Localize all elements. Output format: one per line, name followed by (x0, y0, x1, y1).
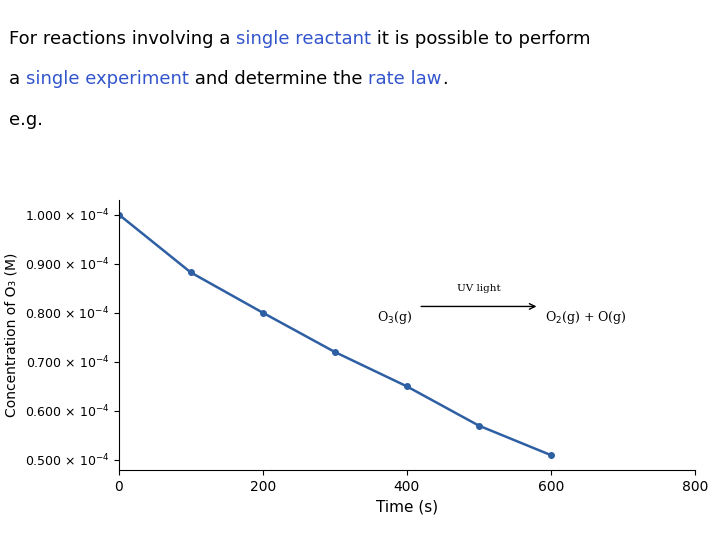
Text: rate law: rate law (369, 70, 442, 88)
Text: it is possible to perform: it is possible to perform (372, 30, 591, 48)
Text: single experiment: single experiment (26, 70, 189, 88)
Y-axis label: Concentration of O₃ (M): Concentration of O₃ (M) (5, 253, 19, 417)
Text: UV light: UV light (457, 284, 500, 293)
Text: O$_2$(g) + O(g): O$_2$(g) + O(g) (545, 309, 626, 326)
Text: and determine the: and determine the (189, 70, 369, 88)
Text: a: a (9, 70, 26, 88)
Text: .: . (442, 70, 448, 88)
X-axis label: Time (s): Time (s) (376, 499, 438, 514)
Text: O$_3$(g): O$_3$(g) (377, 309, 413, 326)
Text: e.g.: e.g. (9, 111, 43, 129)
Text: single reactant: single reactant (236, 30, 372, 48)
Text: For reactions involving a: For reactions involving a (9, 30, 236, 48)
